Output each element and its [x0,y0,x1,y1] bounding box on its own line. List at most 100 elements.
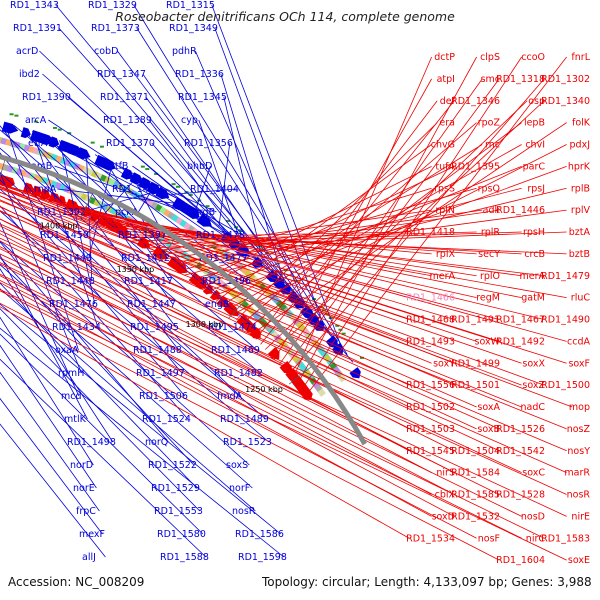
gene-label[interactable]: etfB [109,161,128,172]
gene-label[interactable]: RD1_1526 [496,424,545,435]
gene-label[interactable]: acrD [16,46,38,57]
gene-label[interactable]: parC [523,161,546,172]
gene-label[interactable]: RD1_1501 [451,380,500,391]
gene-label[interactable]: bztB [569,249,590,260]
gene-label[interactable]: fnrL [571,52,590,63]
gene-label[interactable]: frpC [76,506,96,517]
gene-label[interactable]: RD1_1523 [223,437,272,448]
gene-label[interactable]: RD1_1356 [184,138,233,149]
gene-label[interactable]: cbiX [435,490,456,501]
gene-label[interactable]: RD1_1370 [106,138,155,149]
gene-label[interactable]: RD1_1347 [97,69,146,80]
gene-label[interactable]: RD1_1556 [406,380,455,391]
gene-label[interactable]: RD1_1466 [406,293,455,304]
gene-label[interactable]: RD1_1469 [211,345,260,356]
gene-label[interactable]: argB [193,207,215,218]
gene-label[interactable]: gatM [521,293,545,304]
gene-label[interactable]: RD1_1404 [190,184,239,195]
gene-label[interactable]: RD1_1418 [406,227,455,238]
gene-label[interactable]: RD1_1498 [67,437,116,448]
gene-label[interactable]: RD1_1604 [496,555,545,566]
gene-label[interactable]: rplV [571,205,591,216]
gene-label[interactable]: allJ [82,552,96,563]
gene-label[interactable]: RD1_1502 [406,402,455,413]
gene-label[interactable]: RD1_1389 [103,115,152,126]
gene-label[interactable]: smc [481,74,500,85]
gene-label[interactable]: RD1_1390 [22,92,71,103]
gene-label[interactable]: RD1_1329 [88,0,137,11]
gene-label[interactable]: nosR [567,490,591,501]
gene-label[interactable]: RD1_1586 [235,529,284,540]
gene-label[interactable]: RD1_1585 [451,490,500,501]
gene-label[interactable]: RD1_1493 [406,336,455,347]
gene-label[interactable]: norF [229,483,250,494]
gene-label[interactable]: hprK [568,161,591,172]
gene-label[interactable]: bhbD [187,161,212,172]
gene-label[interactable]: RD1_1412 [121,253,170,264]
gene-label[interactable]: soxX [522,358,545,369]
gene-label[interactable]: ccoO [521,52,545,63]
gene-label[interactable]: oxaA [55,345,79,356]
gene-label[interactable]: rnc [485,140,500,151]
gene-label[interactable]: dctP [434,52,455,63]
gene-label[interactable]: RD1_1417 [124,276,173,287]
gene-label[interactable]: folK [572,118,591,129]
gene-label[interactable]: RD1_1397 [118,230,167,241]
gene-label[interactable]: osp [528,96,545,107]
gene-label[interactable]: RD1_1373 [91,23,140,34]
gene-label[interactable]: RD1_1479 [541,271,590,282]
gene-label[interactable]: RD1_1534 [406,533,455,544]
gene-label[interactable]: RD1_1553 [154,506,203,517]
gene-label[interactable]: chvG [431,140,455,151]
gene-label[interactable]: RD1_1528 [496,490,545,501]
gene-label[interactable]: soxA [477,402,500,413]
gene-label[interactable]: rpoZ [478,118,501,129]
gene-label[interactable]: RD1_1392 [37,207,86,218]
gene-label[interactable]: rpsH [523,227,545,238]
gene-label[interactable]: pdhR [172,46,197,57]
gene-label[interactable]: soxW [475,336,501,347]
gene-label[interactable]: marR [564,468,590,479]
gene-label[interactable]: RD1_1343 [10,0,59,11]
gene-label[interactable]: norQ [145,437,168,448]
gene-label[interactable]: era [439,118,455,129]
gene-label[interactable]: arcA [25,115,47,126]
gene-label[interactable]: rpmH [58,368,84,379]
gene-label[interactable]: soxZ [522,380,545,391]
gene-label[interactable]: mcd [61,391,82,402]
gene-label[interactable]: RD1_1448 [46,276,95,287]
gene-label[interactable]: RD1_1336 [175,69,224,80]
gene-label[interactable]: RD1_1584 [451,468,500,479]
gene-label[interactable]: RD1_1529 [151,483,200,494]
gene-label[interactable]: RD1_1524 [142,414,191,425]
gene-label[interactable]: soxS [226,460,248,471]
gene-label[interactable]: rpsQ [478,183,500,194]
gene-label[interactable]: RD1_1302 [541,74,590,85]
gene-label[interactable]: rplX [436,249,456,260]
gene-label[interactable]: nosD [521,511,545,522]
gene-label[interactable]: ibd2 [19,69,40,80]
gene-label[interactable]: RD1_1490 [541,315,590,326]
gene-label[interactable]: RD1_1371 [100,92,149,103]
gene-label[interactable]: nirC [526,533,546,544]
gene-label[interactable]: norD [70,460,93,471]
gene-label[interactable]: rplO [480,271,500,282]
gene-label[interactable]: rpsS [434,183,455,194]
gene-label[interactable]: rplB [571,183,590,194]
gene-label[interactable]: soxC [522,468,545,479]
gene-label[interactable]: RD1_1497 [136,368,185,379]
gene-label[interactable]: nosR [232,506,256,517]
gene-label[interactable]: RD1_1495 [130,322,179,333]
gene-label[interactable]: RD1_1447 [127,299,176,310]
gene-label[interactable]: nadC [520,402,545,413]
gene-label[interactable]: RD1_1489 [220,414,269,425]
gene-label[interactable]: atpI [437,74,455,85]
gene-label[interactable]: secY [478,249,500,260]
gene-label[interactable]: RD1_1542 [496,446,545,457]
gene-label[interactable]: RD1_1499 [451,358,500,369]
gene-label[interactable]: mop [569,402,590,413]
gene-label[interactable]: RD1_1346 [451,96,500,107]
gene-label[interactable]: RD1_1488 [133,345,182,356]
gene-label[interactable]: RD1_1474 [208,322,257,333]
gene-label[interactable]: lepB [524,118,545,129]
